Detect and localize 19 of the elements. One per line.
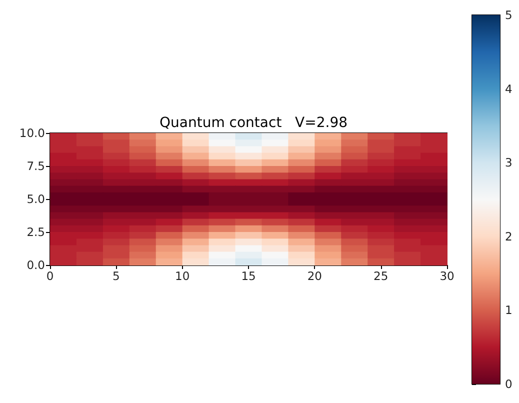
y-tick-label: 0.0 [26,258,45,272]
y-tick-label: 7.5 [26,159,45,173]
x-tick-label: 25 [374,269,388,283]
color-bar-label: 0 [505,377,512,391]
y-tick-label: 2.5 [26,225,45,239]
y-tick-label: 5.0 [26,192,45,206]
color-bar-label: 2 [505,229,512,244]
color-bar-label: 1 [505,303,512,318]
x-tick-label: 5 [112,269,120,283]
color-bar-label: 3 [505,156,512,170]
chart-title: Quantum contact V=2.98 [159,115,348,131]
color-bar-label: 4 [505,82,512,96]
x-tick-label: 0 [46,269,54,283]
x-tick-label: 15 [241,269,256,283]
y-tick-label: 10.0 [19,126,45,140]
color-bar-label: 5 [505,8,512,22]
x-tick-label: 10 [175,269,190,283]
x-tick-label: 30 [440,269,454,283]
x-tick-label: 20 [307,269,322,283]
